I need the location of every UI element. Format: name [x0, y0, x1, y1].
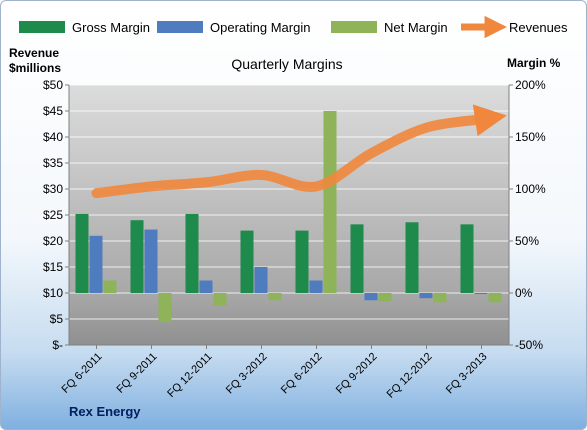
bar-operating-margin [199, 280, 213, 293]
right-tick-label: 100% [515, 182, 546, 196]
legend: Gross Margin Operating Margin Net Margin Re… [19, 15, 568, 39]
legend-swatch [157, 21, 203, 33]
x-tick-label: FQ 9-2011 [115, 351, 160, 396]
x-tick-label: FQ 12-2011 [165, 351, 214, 400]
revenue-line-path [91, 104, 507, 199]
right-tick-label: -50% [515, 338, 543, 352]
left-tick-label: $35 [43, 156, 63, 170]
bar-net-margin [158, 293, 172, 323]
x-tick-label: FQ 9-2012 [334, 351, 380, 397]
left-tick-label: $45 [43, 104, 63, 118]
legend-label: Operating Margin [210, 20, 310, 35]
bar-gross-margin [405, 222, 419, 293]
legend-label: Revenues [509, 20, 568, 35]
bar-operating-margin [419, 293, 433, 299]
left-tick-label: $25 [43, 208, 63, 222]
y-right-label: Margin % [507, 56, 561, 70]
x-tick-label: FQ 3-2013 [444, 351, 490, 397]
bars [75, 111, 502, 323]
legend-label: Gross Margin [72, 20, 150, 35]
bar-net-margin [103, 280, 117, 293]
bar-gross-margin [240, 230, 254, 293]
left-axis-ticks: $- $5 $10 $15 $20 $25 $30 $35 $40 $45 $50 [43, 78, 69, 352]
bar-net-margin [433, 293, 447, 303]
bar-gross-margin [460, 224, 474, 293]
bar-net-margin [213, 293, 227, 306]
bar-operating-margin [474, 293, 488, 295]
legend-swatch [331, 21, 377, 33]
right-tick-label: 200% [515, 78, 546, 92]
x-tick-label: FQ 6-2011 [60, 351, 105, 396]
y-left-label-line2: $millions [9, 61, 61, 75]
left-tick-label: $50 [43, 78, 63, 92]
revenue-line [91, 104, 507, 199]
bar-gross-margin [185, 213, 199, 293]
left-tick-label: $5 [50, 312, 64, 326]
bar-net-margin [378, 293, 392, 302]
left-tick-label: $10 [43, 286, 63, 300]
right-tick-label: 0% [515, 286, 533, 300]
bar-net-margin [488, 293, 502, 303]
right-tick-label: 50% [515, 234, 539, 248]
right-axis-ticks: -50% 0% 50% 100% 150% 200% [509, 78, 546, 352]
bar-net-margin [268, 293, 282, 301]
chart-title: Quarterly Margins [231, 56, 342, 72]
left-tick-label: $30 [43, 182, 63, 196]
bar-gross-margin [350, 224, 364, 293]
x-tick-label: FQ 6-2012 [279, 351, 325, 397]
bar-net-margin [323, 111, 337, 293]
bar-operating-margin [254, 267, 268, 293]
left-tick-label: $40 [43, 130, 63, 144]
legend-label: Net Margin [384, 20, 448, 35]
bar-gross-margin [130, 220, 144, 293]
bar-operating-margin [89, 235, 103, 293]
left-tick-label: $20 [43, 234, 63, 248]
bar-operating-margin [144, 229, 158, 293]
x-tick-label: FQ 3-2012 [224, 351, 270, 397]
x-axis-ticks: FQ 6-2011 FQ 9-2011 FQ 12-2011 FQ 3-2012 FQ … [60, 345, 490, 401]
y-left-label-line1: Revenue [9, 46, 59, 60]
legend-swatch [19, 21, 65, 33]
bar-operating-margin [309, 280, 323, 293]
left-tick-label: $15 [43, 260, 63, 274]
left-tick-label: $- [52, 338, 63, 352]
bar-gross-margin [295, 230, 309, 293]
right-tick-label: 150% [515, 130, 546, 144]
bar-gross-margin [75, 213, 89, 293]
source-label: Rex Energy [69, 404, 141, 419]
x-tick-label: FQ 12-2012 [385, 351, 435, 401]
bar-operating-margin [364, 293, 378, 301]
